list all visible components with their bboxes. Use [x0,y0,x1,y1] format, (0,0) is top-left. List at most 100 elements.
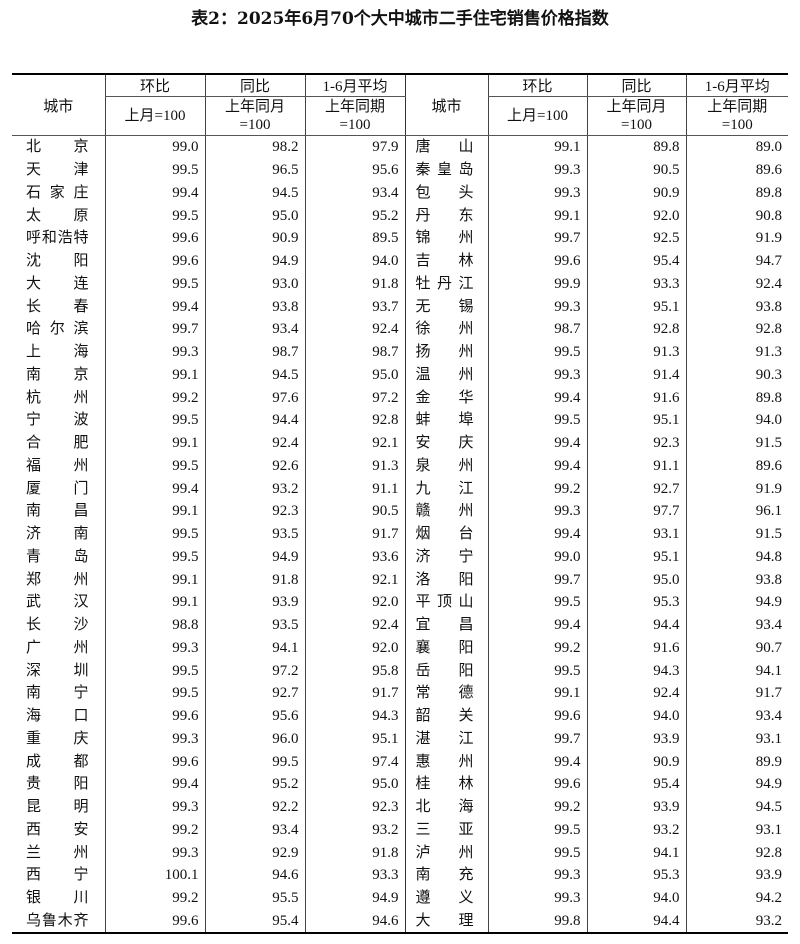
city-cell: 福州 [12,455,105,478]
mom-value: 99.3 [487,295,587,318]
mom-value: 99.6 [104,704,205,728]
avg-value: 94.2 [685,886,788,910]
city-cell: 乌鲁木齐 [12,909,105,935]
table-row: 长沙 98.8 93.5 92.4 宜昌 99.4 94.4 93.4 [12,613,788,637]
avg-value: 91.8 [304,272,405,296]
city-name: 南充 [415,867,474,884]
yoy-value: 94.5 [204,363,305,387]
city-cell: 合肥 [12,432,105,455]
header-yoy-base-left: 上年同月 =100 [204,96,305,136]
city-cell: 扬州 [404,340,488,364]
city-cell: 牡丹江 [404,272,488,296]
city-name: 贵阳 [26,776,89,793]
city-name: 赣州 [415,503,474,520]
mom-value: 99.3 [104,636,205,660]
header-city-left: 城市 [12,73,105,136]
city-cell: 吉林 [404,249,488,273]
city-cell: 沈阳 [12,250,105,273]
yoy-value: 92.5 [586,227,686,250]
city-name: 呼和浩特 [26,230,89,247]
header-yoy-left: 同比 [204,73,305,97]
yoy-value: 91.4 [586,363,686,387]
city-cell: 泉州 [404,454,488,478]
city-cell: 岳阳 [404,659,488,682]
city-cell: 北海 [404,795,488,819]
table-row: 广州 99.3 94.1 92.0 襄阳 99.2 91.6 90.7 [12,636,788,660]
city-name: 西宁 [26,867,89,884]
mom-value: 99.6 [104,909,205,935]
table-row: 贵阳 99.4 95.2 95.0 桂林 99.6 95.4 94.9 [12,773,788,796]
yoy-value: 92.0 [586,204,686,227]
yoy-value: 93.9 [586,727,686,751]
mom-value: 99.3 [487,363,587,387]
yoy-value: 95.1 [586,295,686,318]
city-name: 福州 [26,457,89,474]
yoy-value: 89.8 [586,135,686,159]
avg-base-line1: 上年同期 [707,99,768,115]
city-cell: 石家庄 [12,182,105,205]
avg-value: 91.5 [685,522,788,546]
table-row: 青岛 99.5 94.9 93.6 济宁 99.0 95.1 94.8 [12,545,788,569]
avg-value: 93.2 [685,909,788,935]
city-name: 桂林 [415,776,474,793]
avg-value: 89.0 [685,135,788,159]
header-mom-base-left: 上月=100 [104,96,205,136]
city-name: 金华 [415,389,474,406]
city-name: 丹东 [415,207,474,224]
yoy-base-line1: 上年同月 [224,99,285,115]
yoy-value: 95.3 [586,591,686,614]
mom-value: 99.5 [487,818,587,842]
yoy-value: 94.3 [586,659,686,682]
avg-value: 92.8 [685,318,788,341]
avg-value: 90.8 [685,204,788,227]
mom-value: 99.3 [487,886,587,910]
yoy-value: 93.4 [204,818,305,842]
mom-value: 99.7 [104,318,205,341]
city-cell: 西安 [12,819,105,842]
yoy-value: 94.1 [204,636,305,660]
mom-value: 99.1 [104,500,205,523]
avg-value: 94.3 [304,704,405,728]
city-name: 成都 [26,753,89,770]
mom-value: 99.6 [104,249,205,273]
city-cell: 泸州 [404,841,488,864]
yoy-value: 98.2 [204,135,305,159]
table-row: 呼和浩特 99.6 90.9 89.5 锦州 99.7 92.5 91.9 [12,227,788,250]
avg-value: 95.1 [304,727,405,751]
yoy-value: 91.1 [586,454,686,478]
city-name: 乌鲁木齐 [26,912,89,929]
mom-value: 99.5 [104,682,205,705]
mom-value: 99.7 [487,227,587,250]
avg-value: 92.4 [304,318,405,341]
avg-value: 92.0 [304,636,405,660]
city-name: 大理 [415,912,474,929]
table-row: 海口 99.6 95.6 94.3 韶关 99.6 94.0 93.4 [12,704,788,728]
mom-value: 98.8 [104,613,205,637]
mom-value: 99.2 [104,886,205,910]
yoy-value: 94.6 [204,864,305,887]
city-name: 太原 [26,207,89,224]
city-name: 济南 [26,526,89,543]
yoy-value: 93.2 [204,477,305,500]
avg-value: 94.1 [685,659,788,682]
city-name: 长沙 [26,617,89,634]
city-name: 北京 [26,139,89,156]
table-row: 西宁 100.1 94.6 93.3 南充 99.3 95.3 93.9 [12,864,788,887]
mom-value: 99.1 [104,591,205,614]
avg-value: 91.7 [685,682,788,705]
yoy-value: 93.4 [204,318,305,341]
city-cell: 桂林 [404,773,488,796]
yoy-value: 92.3 [204,500,305,523]
mom-value: 99.5 [104,659,205,682]
avg-value: 93.6 [304,545,405,569]
city-name: 合肥 [26,435,89,452]
avg-value: 89.8 [685,181,788,205]
city-cell: 赣州 [404,500,488,523]
city-cell: 广州 [12,637,105,660]
city-name: 扬州 [415,344,474,361]
city-cell: 金华 [404,386,488,409]
avg-value: 90.7 [685,636,788,660]
city-cell: 北京 [12,136,105,159]
avg-value: 93.7 [304,295,405,318]
avg-value: 94.9 [685,773,788,796]
